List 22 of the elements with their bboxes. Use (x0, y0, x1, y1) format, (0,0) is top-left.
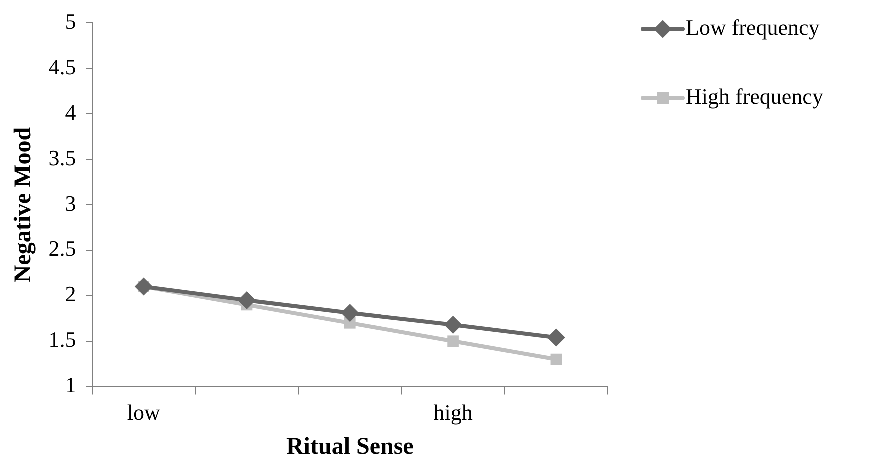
point (550, 354, 562, 366)
legend-label: High frequency (686, 84, 824, 109)
y-tick-label: 1 (65, 372, 76, 398)
y-tick-label: 2.5 (48, 236, 76, 262)
point (238, 291, 256, 310)
y-tick-label: 5 (65, 8, 76, 34)
y-tick-label: 1.5 (48, 327, 76, 352)
point (134, 278, 153, 296)
y-tick-label: 3 (65, 190, 76, 216)
y-axis-title: Negative Mood (10, 126, 37, 283)
point (444, 316, 462, 334)
point (547, 328, 566, 347)
y-tick-label: 4.5 (48, 54, 76, 80)
point (448, 336, 459, 348)
point (341, 304, 360, 322)
y-tick-label: 4 (65, 100, 76, 125)
x-tick-label: low (127, 400, 160, 425)
y-tick-label: 2 (65, 282, 76, 307)
x-tick-label: high (434, 400, 473, 425)
y-tick-label: 3.5 (48, 145, 76, 170)
x-axis-title: Ritual Sense (286, 434, 414, 460)
legend-label: Low frequency (686, 14, 820, 40)
